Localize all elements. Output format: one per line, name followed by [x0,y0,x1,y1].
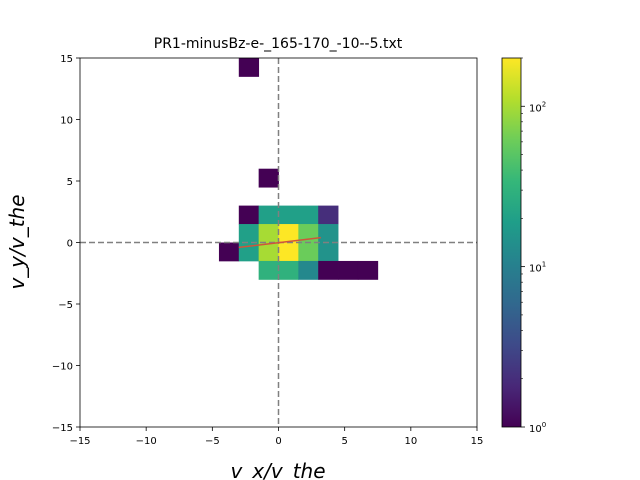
heatmap-cell [318,205,339,225]
heatmap-cell [238,224,260,243]
colorbar-ticks: 100 101 102 [521,57,546,435]
x-tick-label: 5 [341,436,347,447]
x-tick-label: 10 [404,436,417,447]
y-tick-label: 0 [67,239,73,250]
heatmap-cell [278,242,299,262]
chart-title: PR1-minusBz-e-_165-170_-10--5.txt [154,36,403,52]
x-axis-label: v_x/v_the [230,459,325,480]
heatmap-cell [278,260,299,280]
colorbar-tick-label: 101 [529,261,546,275]
fit-line [238,236,321,249]
heatmap-cell [258,168,279,188]
y-tick-label: 10 [60,116,73,127]
heatmap-cell [238,205,260,225]
heatmap-cell [298,260,319,280]
heatmap-cell [258,260,279,280]
x-tick-label: −5 [205,436,220,447]
y-tick-label: −5 [58,300,73,311]
y-tick-label: 15 [60,54,73,65]
heatmap-cell [258,205,279,225]
heatmap-cell [278,205,299,225]
x-tick-label: −10 [136,436,157,447]
heatmap-cell [357,260,379,280]
heatmap-cell [338,260,359,280]
colorbar-bar [501,57,522,428]
heatmap-cells [218,58,379,280]
heatmap-cell [318,224,339,243]
heatmap-cell [318,242,339,262]
colorbar-tick-label: 100 [529,421,546,435]
heatmap-cell [258,224,279,243]
x-tick-label: −15 [69,436,90,447]
heatmap-cell [318,260,339,280]
x-tick-label: 0 [275,436,281,447]
x-tick-label: 15 [471,436,484,447]
y-axis-label: v_y/v_the [5,194,29,289]
heatmap-cell [298,205,319,225]
x-axis-ticks: −15 −10 −5 0 5 10 15 [69,427,483,447]
fit-line-layer [238,236,321,249]
heatmap-cell [298,242,319,262]
y-tick-label: −15 [52,423,73,434]
heatmap-cell [278,224,299,243]
y-tick-label: 5 [67,177,73,188]
colorbar-tick-label: 102 [529,100,546,114]
heatmap-cell [238,58,260,77]
heatmap-cell [258,242,279,262]
heatmap-cell [218,242,240,262]
y-tick-label: −10 [52,362,73,373]
y-axis-ticks: −15 −10 −5 0 5 10 15 [52,54,80,434]
